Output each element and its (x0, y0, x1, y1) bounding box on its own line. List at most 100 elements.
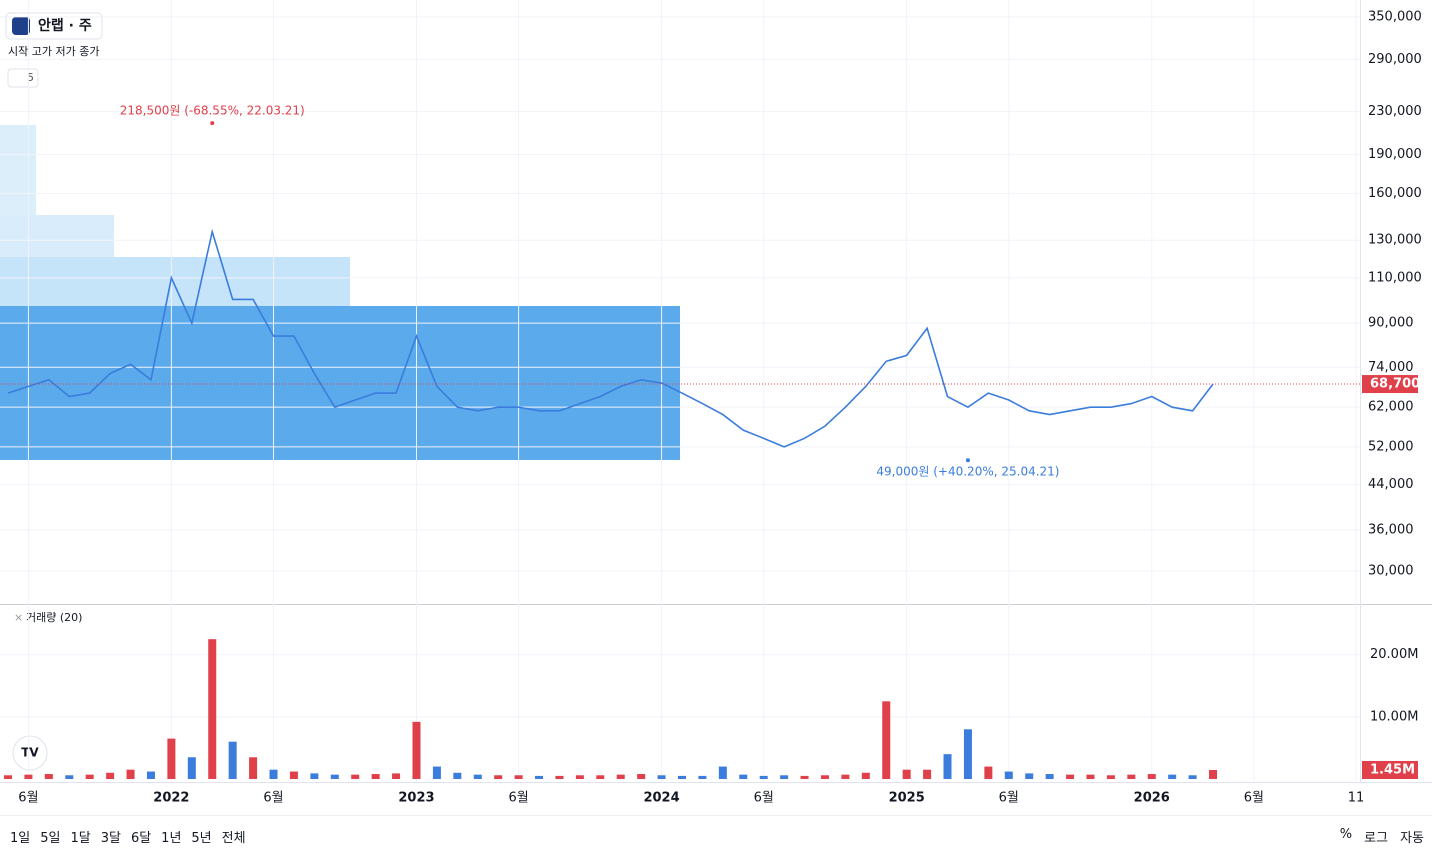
x-tick-label: 6월 (1244, 791, 1264, 806)
symbol-chip[interactable]: 안랩 · 주 (5, 12, 103, 40)
volume-bar (289, 771, 298, 779)
volume-bar (1004, 771, 1013, 779)
last-price-label: 68,700 (1370, 377, 1420, 392)
toolbar-button[interactable]: % (1339, 826, 1353, 842)
x-tick-label: 2026 (1134, 791, 1170, 806)
price-line (7, 228, 1214, 448)
y-tick-label: 350,000 (1368, 9, 1422, 24)
volume-bar (453, 772, 462, 779)
volume-bar (1147, 774, 1156, 779)
volume-bar (1188, 775, 1197, 779)
volume-bar (473, 774, 482, 779)
volume-bar (44, 774, 53, 779)
last-volume-label: 1.45M (1370, 762, 1415, 777)
volume-bar (1086, 774, 1095, 779)
volume-bar (780, 775, 789, 779)
volume-bar (759, 775, 768, 779)
symbol: 안랩 · 주 (38, 17, 92, 34)
volume-bar (882, 701, 891, 779)
volume-bar (1168, 774, 1177, 779)
x-tick-label: 6월 (999, 791, 1019, 806)
volume-bar (1127, 774, 1136, 779)
volume-bar (1106, 775, 1115, 779)
volume-bar (575, 775, 584, 779)
volume-bar (371, 774, 380, 779)
toolbar: 1일 5일 1달 3달 6달 1년 5년 전체% 로그 자동 (0, 815, 1432, 856)
x-tick-label: 2025 (889, 791, 925, 806)
toolbar-button[interactable]: 전체 (221, 830, 246, 846)
x-tick-label: 6월 (18, 791, 38, 806)
volume-bar (800, 775, 809, 779)
volume-bar (85, 774, 94, 779)
volume-bar (902, 769, 911, 779)
volume-bar (412, 721, 421, 779)
volume-profile (0, 215, 114, 257)
volume-bar (861, 772, 870, 779)
x-tick-label: 2024 (643, 791, 679, 806)
toolbar-button[interactable]: 6달 (130, 830, 152, 846)
toolbar-button[interactable]: 1년 (161, 830, 182, 846)
toolbar-button[interactable]: 1일 (10, 830, 31, 846)
volume-bar (678, 775, 686, 779)
toolbar-button[interactable]: 3달 (100, 830, 121, 846)
x-tick-label: 2022 (153, 791, 189, 806)
volume-bar (392, 773, 401, 779)
y-tick-label: 110,000 (1368, 270, 1422, 285)
volume-bar (514, 775, 523, 779)
annotation-point (965, 458, 970, 463)
y-tick-label: 190,000 (1368, 147, 1422, 162)
toolbar-button[interactable]: 5일 (40, 830, 61, 846)
indicator-count: 5 (27, 71, 34, 84)
chart: 안랩 · 주 시작 고가 저가 종가 5 거래량 (20) × TV 6월 202… (0, 0, 1432, 806)
volume-bar (596, 775, 605, 779)
volume-bar (269, 769, 278, 779)
y-tick-label: 62,000 (1368, 400, 1414, 415)
volume-bar (984, 766, 993, 779)
volume-bar (4, 775, 12, 779)
volume-bar (1025, 773, 1034, 779)
volume-bar (494, 775, 503, 779)
volume-bar (330, 774, 339, 779)
annotation-point (210, 121, 215, 126)
x-tick-label: 6월 (508, 791, 528, 806)
indicator-toggle[interactable] (7, 68, 39, 88)
y-tick-label: 130,000 (1368, 233, 1422, 248)
volume-profile (0, 257, 350, 306)
x-tick-label: 2023 (398, 791, 434, 806)
volume-bar (841, 774, 850, 779)
volume-bar (718, 766, 727, 779)
volume-bar (943, 754, 952, 779)
y-tick-label: 160,000 (1368, 186, 1422, 201)
logo-mark: TV (21, 746, 39, 760)
toolbar-button[interactable]: 5년 (191, 830, 212, 846)
volume-profile (0, 125, 36, 215)
toolbar-button[interactable]: 로그 (1364, 830, 1389, 846)
volume-bar (249, 757, 258, 779)
logo (12, 735, 48, 771)
volume-bar (1209, 769, 1218, 779)
x-tick-label: 11 (1348, 791, 1365, 806)
volume-bar (535, 775, 544, 779)
volume-bar (187, 757, 196, 779)
last-volume-box (1362, 760, 1418, 779)
ohlc-label: 시작 고가 저가 종가 (8, 45, 99, 58)
y-tick-label: 10.00M (1370, 709, 1418, 724)
volume-bar (432, 766, 441, 779)
volume-bar (616, 774, 625, 779)
volume-bar (1045, 774, 1054, 779)
volume-bar (126, 769, 135, 779)
y-tick-label: 230,000 (1368, 104, 1422, 119)
volume-bar (1066, 774, 1075, 779)
x-tick-label: 6월 (263, 791, 283, 806)
y-tick-label: 52,000 (1368, 439, 1414, 454)
volume-bar (739, 774, 748, 779)
toolbar-button[interactable]: 자동 (1400, 830, 1424, 846)
volume-bar (146, 771, 155, 779)
close-icon[interactable]: × (14, 611, 23, 624)
volume-bar (228, 741, 237, 779)
toolbar-button[interactable]: 1달 (70, 830, 91, 846)
volume-bar (351, 774, 360, 779)
annotation-label: 218,500원 (-68.55%, 22.03.21) (120, 104, 305, 118)
y-tick-label: 290,000 (1368, 52, 1422, 67)
y-tick-label: 36,000 (1368, 522, 1414, 537)
